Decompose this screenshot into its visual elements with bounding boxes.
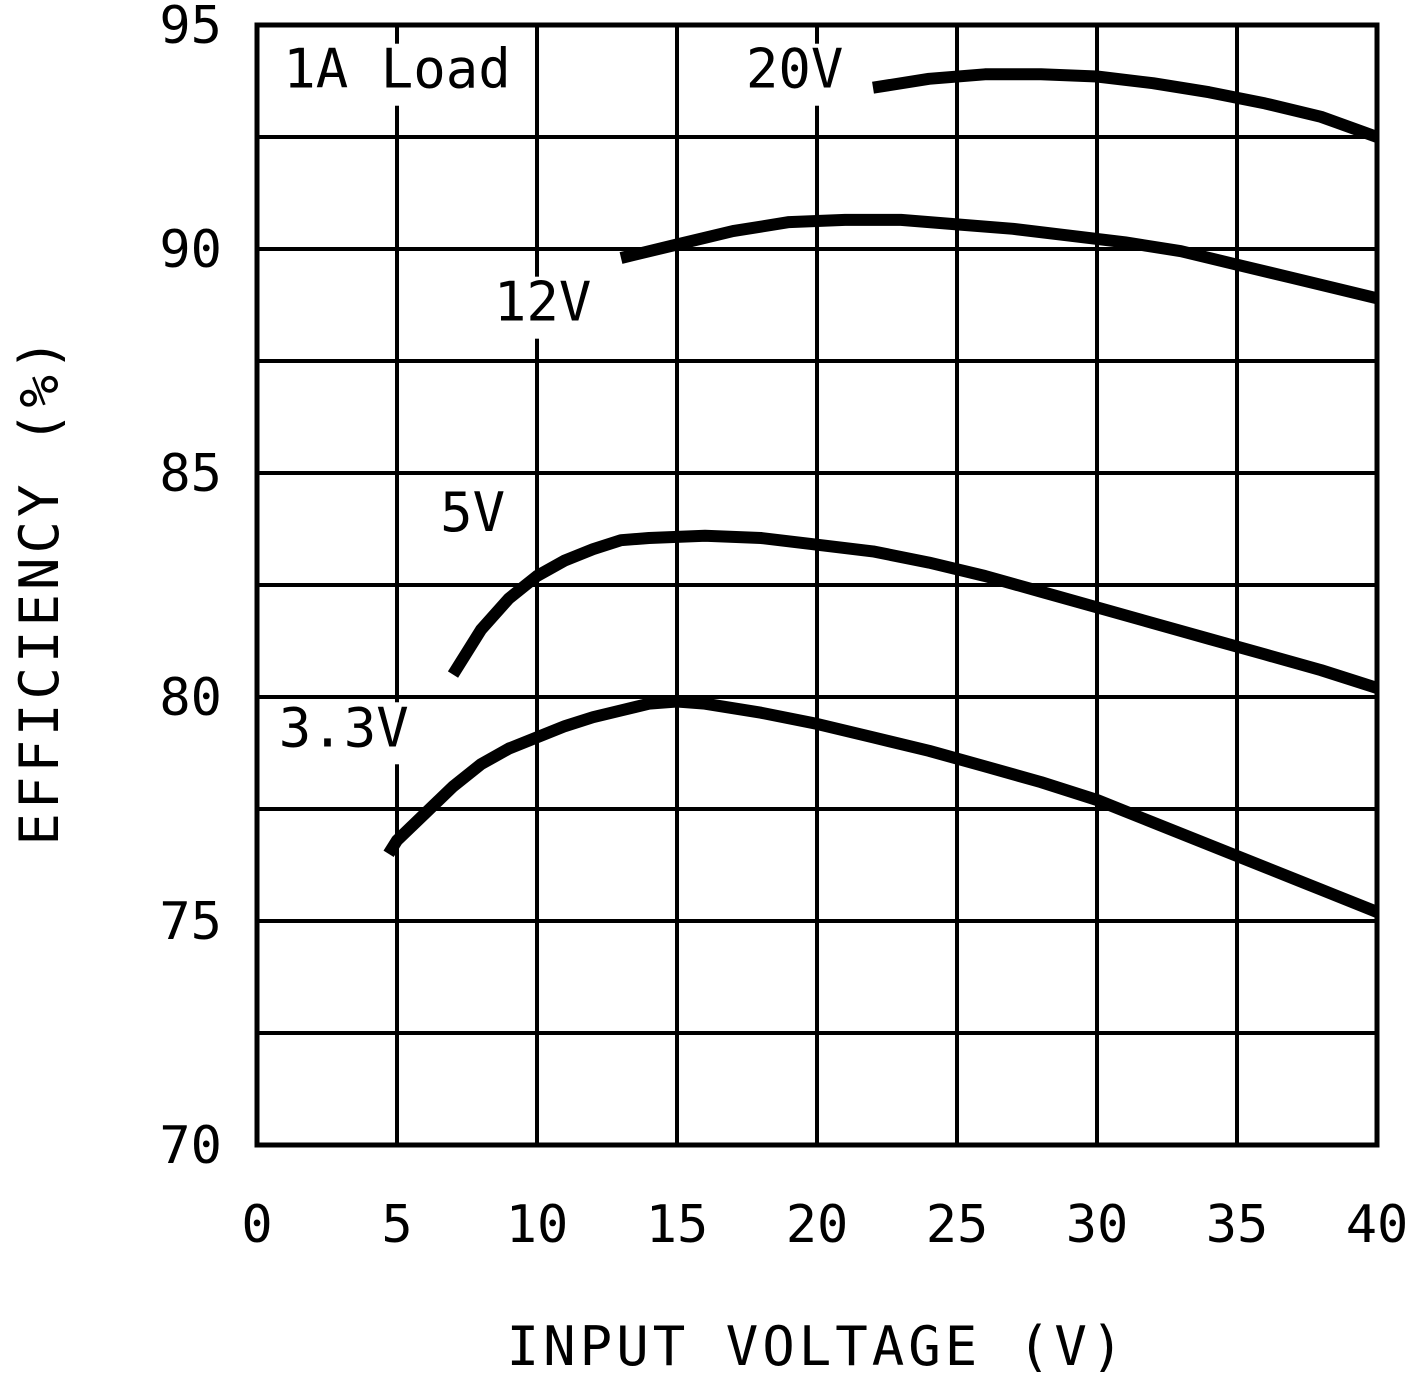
- y-tick-label: 85: [159, 444, 222, 504]
- x-tick-label: 20: [786, 1195, 849, 1255]
- y-tick-label: 75: [159, 892, 222, 952]
- tick-labels: 0 5 10 15 20 25 30 35 40 70 75 80 85 90 95: [159, 0, 1408, 1255]
- y-tick-label: 90: [159, 220, 222, 280]
- x-tick-label: 35: [1206, 1195, 1269, 1255]
- x-tick-label: 40: [1346, 1195, 1409, 1255]
- annotation-bg-1a-load: [269, 43, 525, 106]
- annotation-1a-load: 1A Load: [283, 38, 511, 101]
- grid: [255, 23, 1379, 1147]
- annotation-20v: 20V: [746, 38, 844, 101]
- series-line-12v: [619, 213, 1379, 305]
- y-tick-label: 95: [159, 0, 222, 56]
- x-tick-label: 25: [926, 1195, 989, 1255]
- series-line-5v: [447, 529, 1379, 694]
- x-tick-label: 10: [506, 1195, 569, 1255]
- series-curves: [383, 68, 1380, 918]
- annotation-12v: 12V: [494, 271, 592, 334]
- plot-frame: [254, 22, 1380, 1148]
- x-tick-label: 0: [241, 1195, 272, 1255]
- y-axis-label: EFFICIENCY (%): [8, 334, 71, 845]
- series-line-3-3v: [383, 695, 1380, 918]
- annotation-5v: 5V: [440, 481, 505, 544]
- annotation-bg-20v: [733, 43, 857, 106]
- y-tick-label: 80: [159, 668, 222, 728]
- annotation-bg-5v: [427, 487, 518, 550]
- x-tick-label: 30: [1066, 1195, 1129, 1255]
- annotations: 1A Load 20V 12V 5V 3.3V: [265, 38, 857, 765]
- x-axis-label: INPUT VOLTAGE (V): [507, 1315, 1128, 1376]
- annotation-3-3v: 3.3V: [279, 696, 409, 759]
- annotation-bg-3-3v: [265, 702, 422, 765]
- annotation-bg-12v: [481, 276, 605, 339]
- y-tick-label: 70: [159, 1116, 222, 1176]
- series-line-20v: [872, 68, 1380, 143]
- x-tick-label: 15: [646, 1195, 709, 1255]
- x-tick-label: 5: [381, 1195, 412, 1255]
